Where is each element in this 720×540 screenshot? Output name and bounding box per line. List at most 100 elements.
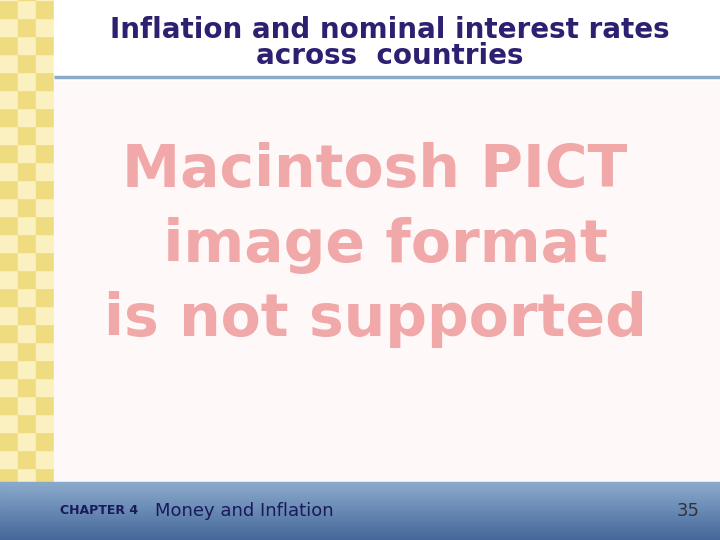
Bar [0,525,720,527]
Text: Macintosh PICT: Macintosh PICT [122,141,628,199]
Bar [36,180,54,198]
Bar [0,162,18,180]
Bar [18,54,36,72]
Bar [18,234,36,252]
Bar [18,162,36,180]
Text: Inflation and nominal interest rates: Inflation and nominal interest rates [110,16,670,44]
Bar [36,306,54,324]
Bar [36,18,54,36]
Bar [0,482,720,483]
Bar [0,36,18,54]
Bar [0,534,720,536]
Bar [0,538,720,540]
Bar [0,522,720,524]
Bar [0,516,720,518]
Bar [0,506,720,508]
Bar [36,54,54,72]
Bar [18,36,36,54]
Bar [18,468,36,486]
Bar [36,252,54,270]
Bar [0,537,720,538]
Bar [0,489,720,491]
Bar [36,486,54,504]
Bar [0,483,720,485]
Bar [36,126,54,144]
Bar [36,360,54,378]
Bar [54,0,720,80]
Bar [0,495,720,496]
Bar [18,270,36,288]
Bar [0,502,720,504]
Bar [0,512,720,514]
Bar [0,486,720,488]
Bar [0,72,18,90]
Bar [0,144,18,162]
Text: CHAPTER 4: CHAPTER 4 [60,504,138,517]
Bar [18,504,36,522]
Bar [36,378,54,396]
Bar [0,18,18,36]
Bar [18,450,36,468]
Bar [36,72,54,90]
Bar [0,505,720,507]
Bar [36,36,54,54]
Bar [18,288,36,306]
Bar [18,306,36,324]
Text: 35: 35 [677,502,700,520]
Bar [36,90,54,108]
Bar [0,510,720,512]
Bar [18,252,36,270]
Bar [0,0,18,18]
Bar [0,252,18,270]
Bar [0,526,720,529]
Bar [0,497,720,500]
Bar [36,414,54,432]
Bar [18,396,36,414]
Bar [36,432,54,450]
Bar [0,484,720,487]
Bar [0,342,18,360]
Bar [0,528,720,530]
Bar [0,504,18,522]
Text: image format: image format [143,217,608,273]
Bar [0,521,720,523]
Bar [0,486,18,504]
Bar [54,58,720,482]
Bar [36,162,54,180]
Bar [0,491,720,494]
Bar [0,518,720,519]
Bar [36,450,54,468]
Bar [0,288,18,306]
Bar [36,324,54,342]
Bar [0,493,720,495]
Bar [18,486,36,504]
Bar [0,499,720,501]
Bar [0,378,18,396]
Bar [0,90,18,108]
Bar [0,524,720,525]
Bar [36,342,54,360]
Bar [36,504,54,522]
Text: across  countries: across countries [256,42,523,70]
Bar [0,501,720,502]
Bar [18,414,36,432]
Bar [36,522,54,540]
Bar [0,450,18,468]
Bar [0,529,720,531]
Bar [18,0,36,18]
Bar [0,514,720,515]
Bar [36,144,54,162]
Bar [18,72,36,90]
Bar [0,234,18,252]
Bar [18,342,36,360]
Bar [18,324,36,342]
Bar [18,108,36,126]
Bar [0,396,18,414]
Bar [0,432,18,450]
Bar [0,324,18,342]
Text: is not supported: is not supported [104,292,647,348]
Bar [0,532,720,534]
Bar [36,396,54,414]
Bar [0,515,720,517]
Bar [0,496,720,498]
